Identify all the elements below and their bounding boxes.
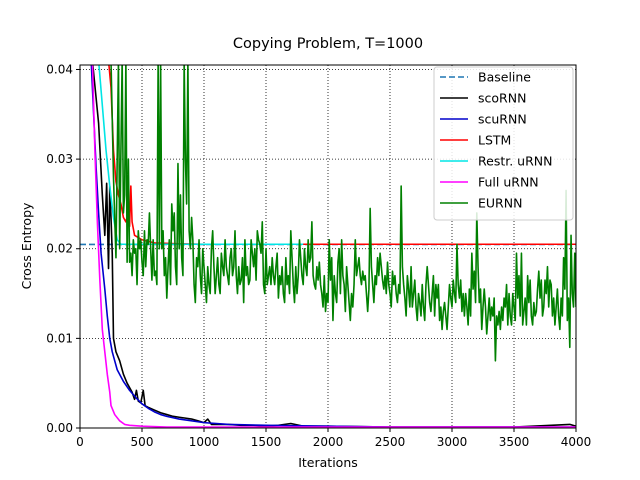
x-tick-label: 1500 xyxy=(251,435,282,449)
y-axis-label: Cross Entropy xyxy=(19,202,34,289)
legend-box xyxy=(433,66,574,221)
x-tick-label: 2000 xyxy=(313,435,344,449)
legend-label-scornn: scoRNN xyxy=(478,91,526,106)
legend: Baseline scoRNN scuRNN LSTM Restr. uRNN Full … xyxy=(433,66,574,221)
legend-label-baseline: Baseline xyxy=(478,70,531,85)
x-tick-label: 3000 xyxy=(437,435,468,449)
series-line-full-urnn xyxy=(91,65,576,428)
series-line-scurnn xyxy=(90,65,576,428)
x-tick-label: 500 xyxy=(131,435,154,449)
x-tick-label: 1000 xyxy=(189,435,220,449)
x-tick-label: 3500 xyxy=(499,435,530,449)
legend-label-full-urnn: Full uRNN xyxy=(478,175,539,190)
axis-ticks: 0 500 1000 1500 2000 2500 3000 3500 4000 0.00 0.01… xyxy=(46,62,591,449)
y-tick-label: 0.02 xyxy=(46,242,73,256)
series-layer xyxy=(80,65,576,428)
legend-label-lstm: LSTM xyxy=(478,133,511,148)
legend-label-eurnn: EURNN xyxy=(478,196,522,211)
y-tick-label: 0.04 xyxy=(46,62,73,76)
x-tick-label: 0 xyxy=(76,435,84,449)
legend-label-scurnn: scuRNN xyxy=(478,112,527,127)
y-tick-label: 0.03 xyxy=(46,152,73,166)
y-tick-label: 0.00 xyxy=(46,421,73,435)
y-tick-label: 0.01 xyxy=(46,331,73,345)
x-tick-label: 2500 xyxy=(375,435,406,449)
x-tick-label: 4000 xyxy=(561,435,592,449)
x-axis-label: Iterations xyxy=(298,455,358,470)
chart-title: Copying Problem, T=1000 xyxy=(233,36,423,52)
legend-label-restr-urnn: Restr. uRNN xyxy=(478,154,552,169)
series-line-eurnn xyxy=(110,65,576,362)
